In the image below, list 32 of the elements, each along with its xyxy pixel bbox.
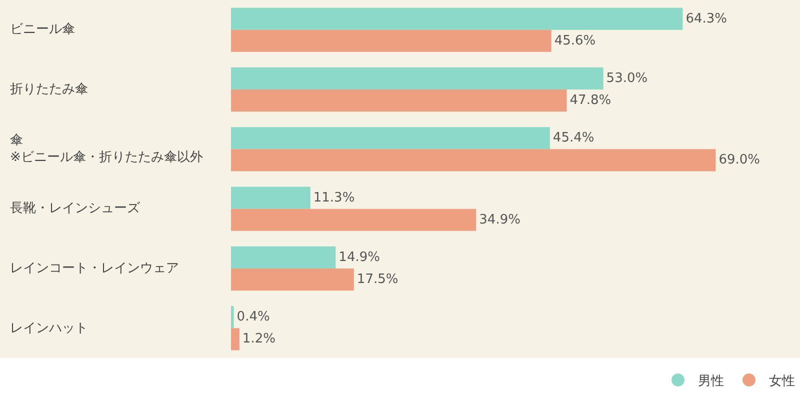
bar xyxy=(231,67,604,90)
data-label: 69.0% xyxy=(718,152,760,168)
bar xyxy=(231,127,550,150)
bar xyxy=(231,30,552,52)
bar xyxy=(231,268,354,291)
data-label: 53.0% xyxy=(606,70,648,86)
y-tick-label: レインコート・レインウェア xyxy=(10,261,179,276)
legend-label: 男性 xyxy=(698,374,724,390)
y-tick-label: 長靴・レインシューズ xyxy=(10,201,141,216)
bar xyxy=(231,306,234,328)
y-tick-label: 傘 ※ビニール傘・折りたたみ傘以外 xyxy=(10,133,203,165)
bar xyxy=(231,8,683,30)
data-label: 1.2% xyxy=(242,332,276,347)
bar xyxy=(231,186,310,209)
bar xyxy=(231,208,476,231)
data-label: 14.9% xyxy=(338,250,380,265)
y-tick-label: レインハット xyxy=(10,321,88,336)
bar xyxy=(231,90,567,112)
bar xyxy=(231,246,336,268)
data-label: 47.8% xyxy=(570,93,612,108)
legend-label: 女性 xyxy=(769,374,795,390)
data-label: 17.5% xyxy=(356,272,398,288)
y-tick-label: ビニール傘 xyxy=(10,22,75,37)
bar xyxy=(231,149,716,172)
data-label: 64.3% xyxy=(686,11,728,26)
data-label: 45.6% xyxy=(554,33,596,48)
bar xyxy=(231,328,240,350)
data-label: 45.4% xyxy=(552,130,594,146)
data-label: 34.9% xyxy=(479,212,520,228)
data-label: 11.3% xyxy=(313,190,355,206)
data-label: 0.4% xyxy=(236,310,270,325)
y-tick-label: 折りたたみ傘 xyxy=(10,82,88,97)
